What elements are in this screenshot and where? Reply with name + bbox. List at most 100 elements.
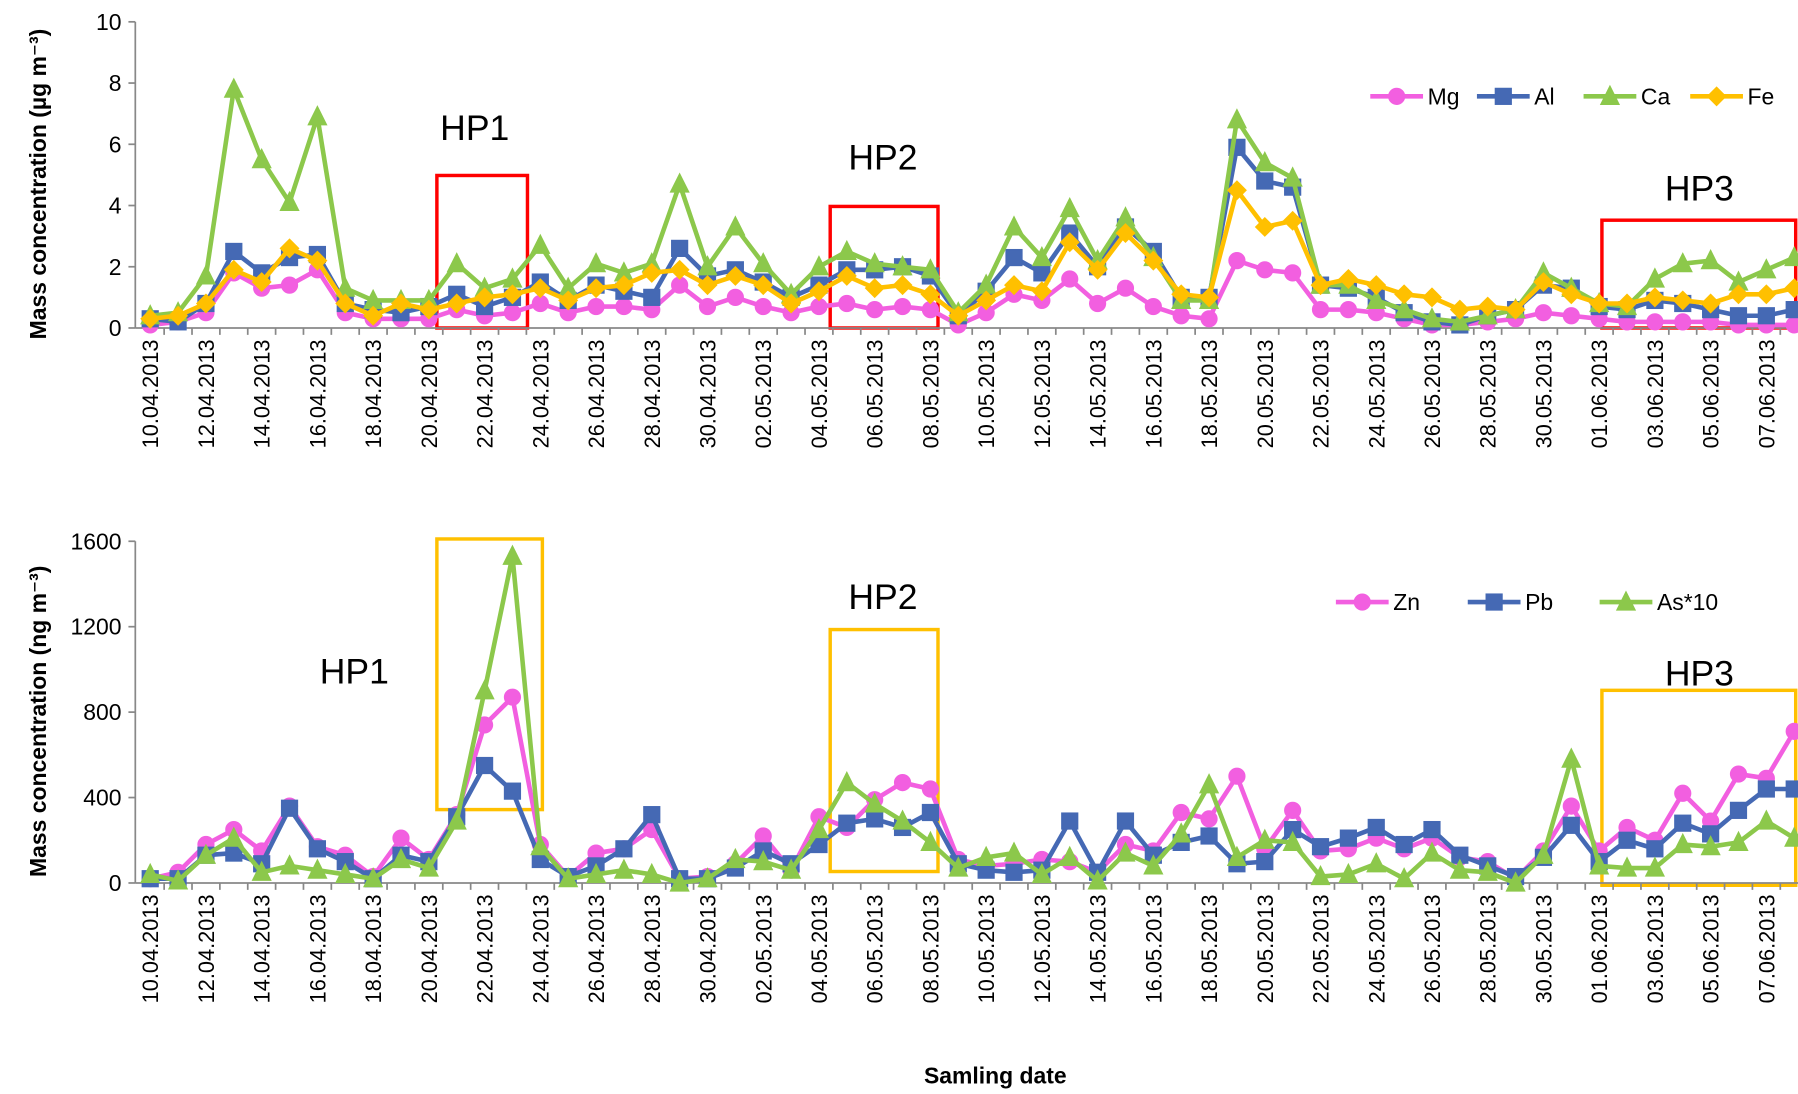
data-point [1616, 856, 1638, 877]
data-point [836, 239, 857, 261]
annotation: HP1 [320, 651, 389, 691]
x-tick-label: 24.05.2013 [1364, 894, 1389, 1003]
data-point [697, 255, 718, 276]
x-tick-label: 28.04.2013 [640, 894, 665, 1003]
data-point [1282, 830, 1303, 852]
data-point [474, 679, 495, 700]
data-point [1282, 210, 1303, 231]
data-point [280, 799, 299, 817]
data-point [446, 809, 467, 830]
y-tick-label: 8 [109, 70, 122, 96]
data-point [1534, 304, 1553, 322]
x-tick-label: 10.04.2013 [138, 894, 163, 1003]
x-tick-label: 01.06.2013 [1587, 339, 1612, 448]
x-tick-label: 28.05.2013 [1476, 339, 1501, 448]
x-tick-label: 26.05.2013 [1420, 339, 1445, 448]
data-point [1005, 248, 1023, 267]
annotations: HP1 HP2 HP3 HP1 HP2 HP3 [320, 108, 1734, 694]
data-point [1589, 854, 1610, 875]
data-point [1172, 803, 1190, 822]
x-tick-label: 04.05.2013 [807, 339, 832, 448]
data-point [1674, 313, 1692, 331]
data-point [1644, 287, 1665, 308]
data-point [1423, 820, 1441, 839]
data-point [1618, 831, 1636, 849]
data-point [1284, 801, 1302, 819]
data-point [892, 255, 913, 276]
data-point [1505, 299, 1526, 320]
x-tick-label: 20.04.2013 [417, 339, 442, 448]
data-point [307, 250, 328, 271]
x-tick-label: 14.05.2013 [1086, 894, 1111, 1003]
data-point [669, 871, 690, 892]
data-point [1617, 293, 1638, 314]
data-point [643, 288, 661, 306]
data-point [892, 809, 913, 830]
data-point [1757, 780, 1775, 798]
data-point [1061, 812, 1079, 830]
legend-label: Pb [1525, 589, 1553, 615]
data-point [892, 275, 913, 296]
data-point [1646, 313, 1664, 331]
legend-marker [1388, 87, 1406, 105]
annotation: HP2 [848, 577, 917, 617]
data-point [1005, 863, 1023, 881]
data-point [225, 242, 243, 261]
data-point [920, 284, 941, 305]
data-point [503, 304, 522, 322]
x-tick-label: 08.05.2013 [918, 339, 943, 448]
data-point [725, 215, 746, 236]
data-point [948, 856, 969, 877]
x-tick-label: 03.06.2013 [1643, 339, 1668, 448]
data-point [1143, 250, 1164, 271]
x-tick-label: 20.05.2013 [1253, 339, 1278, 448]
data-point [921, 803, 940, 822]
data-point [1339, 301, 1357, 319]
data-point [1059, 845, 1080, 866]
x-axis-title: Samling date [924, 1063, 1067, 1089]
data-point [780, 858, 802, 879]
data-point [615, 840, 633, 858]
x-tick-label: 07.06.2013 [1754, 339, 1779, 448]
data-point [920, 830, 941, 852]
data-point [585, 862, 607, 884]
data-point [168, 305, 189, 326]
data-point [1449, 310, 1470, 331]
x-tick-label: 22.05.2013 [1309, 339, 1334, 448]
data-point [1784, 278, 1798, 299]
x-tick-label: 05.06.2013 [1699, 339, 1724, 448]
data-point [1672, 832, 1693, 854]
data-point [446, 252, 467, 273]
data-point [1674, 784, 1692, 802]
data-point [754, 827, 772, 845]
legend-label: Fe [1748, 83, 1775, 109]
data-point [1171, 284, 1192, 305]
data-point [1784, 245, 1798, 267]
data-point [1144, 297, 1162, 316]
data-point [641, 862, 662, 884]
data-point [615, 297, 633, 316]
y-tick-label: 1600 [71, 528, 122, 554]
data-point [613, 858, 635, 879]
y-tick-label: 10 [96, 9, 122, 35]
data-point [530, 278, 551, 299]
data-point [1228, 767, 1246, 785]
data-point [1756, 809, 1777, 830]
x-tick-label: 02.05.2013 [751, 339, 776, 448]
data-point [1254, 828, 1275, 849]
x-tick-label: 18.04.2013 [361, 339, 386, 448]
data-point [418, 299, 439, 320]
data-point [1116, 279, 1135, 297]
x-tick-label: 22.04.2013 [473, 894, 498, 1003]
data-point [1003, 215, 1025, 236]
data-point [140, 862, 161, 884]
data-point [1533, 843, 1554, 864]
data-point [1254, 216, 1275, 237]
x-tick-label: 26.04.2013 [584, 339, 609, 448]
x-tick-label: 08.05.2013 [918, 894, 943, 1003]
data-point [948, 305, 969, 326]
data-point [279, 854, 300, 875]
x-tick-label: 10.04.2013 [138, 339, 163, 448]
legend-label: Ca [1641, 83, 1671, 109]
data-point [866, 301, 884, 319]
